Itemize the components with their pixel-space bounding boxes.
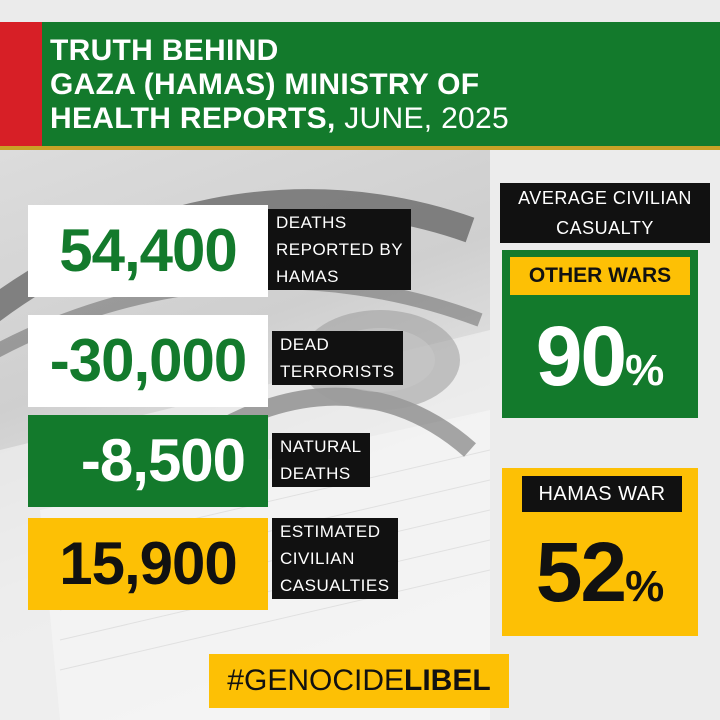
page-title: TRUTH BEHIND GAZA (HAMAS) MINISTRY OF HE… xyxy=(50,34,509,136)
other-wars-label: OTHER WARS xyxy=(510,257,690,295)
stat-value: 54,400 xyxy=(28,205,268,297)
header-banner: TRUTH BEHIND GAZA (HAMAS) MINISTRY OF HE… xyxy=(0,22,720,150)
stat-value: 15,900 xyxy=(28,518,268,610)
percent-sign: % xyxy=(625,562,665,611)
title-line-3-bold: HEALTH REPORTS, xyxy=(50,102,336,135)
stat-value: -30,000 xyxy=(28,315,268,407)
stat-label-line: DEATHS xyxy=(280,464,351,483)
stat-row-natural-deaths: -8,500 NATURAL DEATHS xyxy=(28,415,408,507)
title-date: JUNE, 2025 xyxy=(335,102,510,135)
stat-label-line: CASUALTIES xyxy=(280,576,390,595)
stat-label: DEATHS REPORTED BY HAMAS xyxy=(268,209,412,290)
avg-label-line: AVERAGE CIVILIAN xyxy=(518,188,692,208)
other-wars-percentage: 90% xyxy=(502,306,698,431)
percentage-value: 52 xyxy=(535,525,627,619)
hashtag-prefix: #GENOCIDE xyxy=(227,664,405,697)
title-line-1: TRUTH BEHIND xyxy=(50,34,279,67)
stat-label-line: NATURAL xyxy=(280,437,362,456)
avg-label-line: CASUALTY xyxy=(556,218,654,238)
stat-value: -8,500 xyxy=(28,415,268,507)
stat-label: DEAD TERRORISTS xyxy=(272,331,403,385)
stat-row-reported-deaths: 54,400 DEATHS REPORTED BY HAMAS xyxy=(28,205,412,297)
header-red-accent xyxy=(0,22,42,146)
percent-sign: % xyxy=(625,346,665,395)
stat-row-dead-terrorists: -30,000 DEAD TERRORISTS xyxy=(28,315,408,407)
hamas-war-label: HAMAS WAR xyxy=(522,476,682,512)
stat-label-line: REPORTED BY xyxy=(276,240,404,259)
stat-row-civilian-casualties: 15,900 ESTIMATED CIVILIAN CASUALTIES xyxy=(28,518,408,610)
percentage-value: 90 xyxy=(535,309,627,403)
stat-label-line: DEATHS xyxy=(276,213,347,232)
hashtag-suffix: LIBEL xyxy=(404,664,491,697)
stat-label-line: CIVILIAN xyxy=(280,549,355,568)
hashtag-banner: #GENOCIDELIBEL xyxy=(209,654,509,708)
stat-label: NATURAL DEATHS xyxy=(272,433,370,487)
stat-label-line: TERRORISTS xyxy=(280,362,395,381)
hamas-war-percentage: 52% xyxy=(502,522,698,647)
stat-label-line: DEAD xyxy=(280,335,330,354)
hamas-war-panel: HAMAS WAR 52% xyxy=(502,468,698,636)
average-civilian-casualty-label: AVERAGE CIVILIAN CASUALTY xyxy=(500,183,710,243)
other-wars-panel: OTHER WARS 90% xyxy=(502,250,698,418)
title-line-2: GAZA (HAMAS) MINISTRY OF xyxy=(50,68,480,101)
stat-label: ESTIMATED CIVILIAN CASUALTIES xyxy=(272,518,398,599)
title-line-3: HEALTH REPORTS, JUNE, 2025 xyxy=(50,102,509,136)
stat-label-line: ESTIMATED xyxy=(280,522,381,541)
stat-label-line: HAMAS xyxy=(276,267,339,286)
